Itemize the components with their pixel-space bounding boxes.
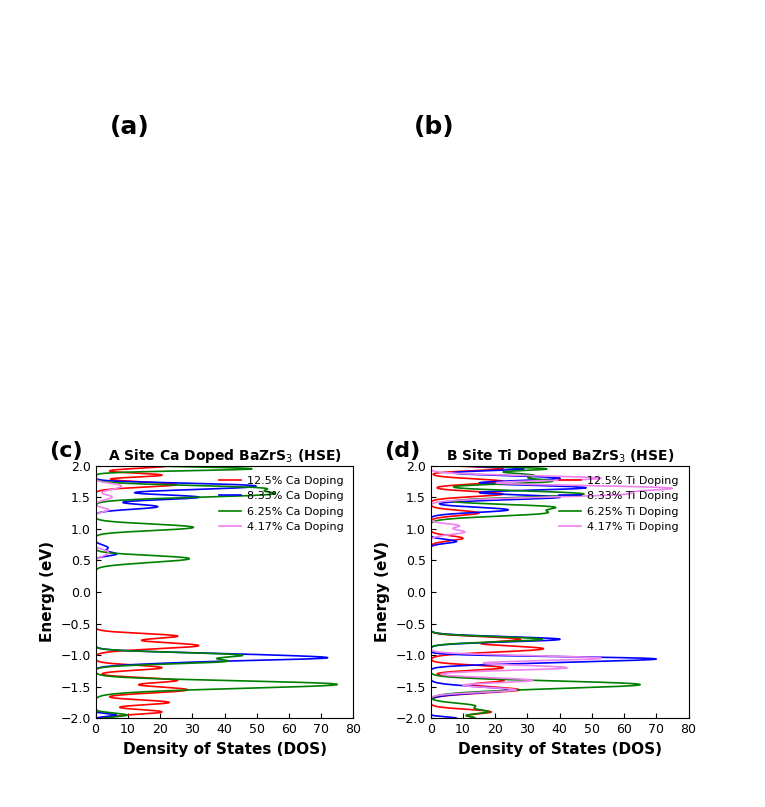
12.5% Ti Doping bbox=[444, 461, 454, 470]
8.33% Ca Doping bbox=[91, 591, 100, 600]
6.25% Ti Doping bbox=[454, 461, 463, 470]
12.5% Ti Doping bbox=[428, 515, 438, 525]
6.25% Ca Doping bbox=[103, 468, 112, 478]
Line: 8.33% Ti Doping: 8.33% Ti Doping bbox=[431, 466, 656, 718]
12.5% Ca Doping bbox=[91, 597, 100, 607]
4.17% Ca Doping bbox=[91, 591, 100, 600]
4.17% Ti Doping bbox=[426, 515, 435, 525]
4.17% Ti Doping bbox=[426, 461, 435, 470]
12.5% Ti Doping bbox=[432, 468, 441, 478]
4.17% Ti Doping bbox=[426, 591, 435, 600]
Title: A Site Ca Doped BaZrS$_3$ (HSE): A Site Ca Doped BaZrS$_3$ (HSE) bbox=[108, 447, 341, 465]
Y-axis label: Energy (eV): Energy (eV) bbox=[375, 541, 390, 642]
12.5% Ca Doping bbox=[132, 700, 141, 710]
Text: (a): (a) bbox=[110, 115, 150, 139]
Line: 12.5% Ca Doping: 12.5% Ca Doping bbox=[96, 466, 199, 718]
4.17% Ti Doping bbox=[445, 468, 454, 478]
12.5% Ca Doping bbox=[94, 713, 103, 723]
X-axis label: Density of States (DOS): Density of States (DOS) bbox=[457, 742, 662, 757]
6.25% Ti Doping bbox=[470, 700, 479, 710]
12.5% Ti Doping bbox=[469, 713, 478, 723]
8.33% Ti Doping bbox=[452, 713, 461, 723]
4.17% Ca Doping bbox=[91, 713, 100, 723]
8.33% Ti Doping bbox=[449, 461, 458, 470]
4.17% Ca Doping bbox=[91, 468, 100, 478]
6.25% Ca Doping bbox=[99, 713, 108, 723]
12.5% Ti Doping bbox=[426, 597, 435, 607]
Text: (d): (d) bbox=[384, 441, 421, 461]
8.33% Ca Doping bbox=[91, 515, 100, 525]
12.5% Ca Doping bbox=[91, 591, 100, 600]
Legend: 12.5% Ti Doping, 8.33% Ti Doping, 6.25% Ti Doping, 4.17% Ti Doping: 12.5% Ti Doping, 8.33% Ti Doping, 6.25% … bbox=[555, 471, 683, 537]
4.17% Ti Doping bbox=[426, 597, 435, 607]
6.25% Ti Doping bbox=[426, 597, 435, 607]
8.33% Ca Doping bbox=[91, 468, 100, 478]
Line: 6.25% Ca Doping: 6.25% Ca Doping bbox=[96, 466, 337, 718]
6.25% Ti Doping bbox=[426, 591, 435, 600]
8.33% Ca Doping bbox=[91, 597, 100, 607]
6.25% Ti Doping bbox=[441, 515, 450, 525]
8.33% Ti Doping bbox=[449, 468, 458, 478]
6.25% Ca Doping bbox=[91, 700, 100, 710]
12.5% Ti Doping bbox=[433, 468, 442, 478]
12.5% Ca Doping bbox=[164, 461, 174, 470]
8.33% Ti Doping bbox=[426, 597, 435, 607]
6.25% Ca Doping bbox=[91, 591, 100, 600]
12.5% Ca Doping bbox=[91, 515, 100, 525]
6.25% Ca Doping bbox=[93, 515, 103, 525]
Line: 4.17% Ti Doping: 4.17% Ti Doping bbox=[431, 466, 672, 718]
8.33% Ti Doping bbox=[426, 591, 435, 600]
Y-axis label: Energy (eV): Energy (eV) bbox=[40, 541, 55, 642]
12.5% Ca Doping bbox=[127, 468, 136, 478]
6.25% Ti Doping bbox=[504, 468, 513, 478]
Line: 8.33% Ca Doping: 8.33% Ca Doping bbox=[96, 466, 327, 718]
4.17% Ca Doping bbox=[91, 468, 100, 478]
4.17% Ti Doping bbox=[426, 713, 435, 723]
Line: 12.5% Ti Doping: 12.5% Ti Doping bbox=[431, 466, 543, 718]
Line: 6.25% Ti Doping: 6.25% Ti Doping bbox=[431, 466, 640, 718]
4.17% Ca Doping bbox=[91, 461, 100, 470]
8.33% Ti Doping bbox=[426, 515, 435, 525]
8.33% Ti Doping bbox=[449, 468, 458, 478]
8.33% Ca Doping bbox=[91, 461, 100, 470]
X-axis label: Density of States (DOS): Density of States (DOS) bbox=[122, 742, 327, 757]
6.25% Ca Doping bbox=[91, 597, 100, 607]
8.33% Ti Doping bbox=[426, 700, 435, 710]
4.17% Ca Doping bbox=[91, 515, 100, 525]
8.33% Ca Doping bbox=[91, 700, 100, 710]
12.5% Ti Doping bbox=[428, 700, 438, 710]
6.25% Ti Doping bbox=[470, 713, 480, 723]
6.25% Ca Doping bbox=[105, 468, 114, 478]
Text: (b): (b) bbox=[414, 115, 454, 139]
12.5% Ca Doping bbox=[129, 468, 138, 478]
4.17% Ca Doping bbox=[91, 597, 100, 607]
Text: (c): (c) bbox=[49, 441, 83, 461]
4.17% Ca Doping bbox=[91, 700, 100, 710]
4.17% Ti Doping bbox=[447, 468, 456, 478]
8.33% Ca Doping bbox=[91, 468, 100, 478]
Legend: 12.5% Ca Doping, 8.33% Ca Doping, 6.25% Ca Doping, 4.17% Ca Doping: 12.5% Ca Doping, 8.33% Ca Doping, 6.25% … bbox=[214, 471, 348, 537]
6.25% Ti Doping bbox=[506, 468, 516, 478]
12.5% Ti Doping bbox=[426, 591, 435, 600]
Title: B Site Ti Doped BaZrS$_3$ (HSE): B Site Ti Doped BaZrS$_3$ (HSE) bbox=[445, 447, 674, 465]
4.17% Ti Doping bbox=[426, 700, 435, 710]
8.33% Ca Doping bbox=[92, 713, 101, 723]
6.25% Ca Doping bbox=[130, 461, 139, 470]
Line: 4.17% Ca Doping: 4.17% Ca Doping bbox=[96, 466, 122, 718]
